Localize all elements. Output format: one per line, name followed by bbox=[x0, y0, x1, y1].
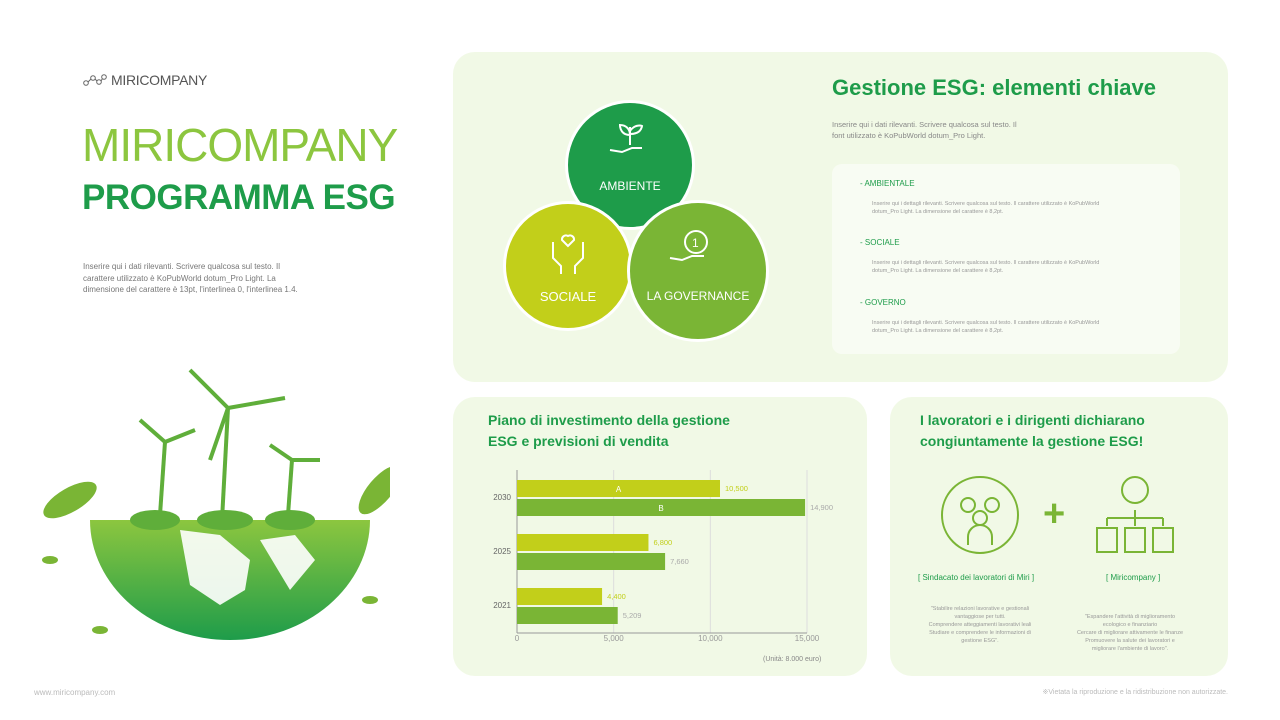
bar-B bbox=[517, 553, 666, 570]
intro-text: Inserire qui i dati rilevanti. Scrivere … bbox=[83, 262, 298, 295]
x-tick-label: 0 bbox=[515, 634, 520, 643]
item-heading: - GOVERNO bbox=[860, 298, 906, 307]
circle-label: SOCIALE bbox=[539, 289, 597, 304]
item-text: Inserire qui i dettagli rilevanti. Scriv… bbox=[872, 260, 1100, 274]
key-subtitle: Inserire qui i dati rilevanti. Scrivere … bbox=[832, 120, 1017, 140]
quote-line: Studiare e comprendere le informazioni d… bbox=[929, 629, 1031, 636]
workers-group-icon bbox=[941, 476, 1019, 554]
bar-A bbox=[517, 588, 603, 605]
title-line: ESG e previsioni di vendita bbox=[488, 433, 669, 449]
coin-hand-icon: 1 bbox=[669, 230, 708, 262]
value-label: 10,500 bbox=[725, 484, 748, 493]
company-quote: "Espandere l'attività di miglioramento ec… bbox=[1070, 614, 1190, 654]
investment-title: Piano di investimento della gestione ESG … bbox=[488, 410, 730, 452]
title-line: I lavoratori e i dirigenti dichiarano bbox=[920, 412, 1145, 428]
item-heading: - SOCIALE bbox=[860, 238, 900, 247]
plus-sign: + bbox=[1043, 493, 1066, 535]
quote-line: gestione ESG". bbox=[961, 637, 999, 644]
x-tick-label: 15,000 bbox=[795, 634, 820, 643]
unit-label: (Unità: 8.000 euro) bbox=[763, 656, 822, 663]
y-tick-label: 2030 bbox=[493, 493, 511, 502]
brand-name: MIRICOMPANY bbox=[111, 72, 207, 88]
bar-A bbox=[517, 480, 720, 497]
workers-panel bbox=[890, 397, 1228, 676]
union-quote: "Stabilire relazioni lavorative e gestio… bbox=[920, 606, 1040, 646]
y-tick-label: 2025 bbox=[493, 547, 511, 556]
hands-heart-icon bbox=[552, 234, 584, 274]
quote-line: "Stabilire relazioni lavorative e gestio… bbox=[930, 606, 1030, 612]
x-tick-label: 10,000 bbox=[698, 634, 723, 643]
value-label: 6,800 bbox=[653, 538, 672, 547]
eco-earth-illustration bbox=[42, 368, 390, 640]
title-line: Piano di investimento della gestione bbox=[488, 412, 730, 428]
circle-governance: LA GOVERNANCE bbox=[627, 200, 769, 342]
quote-line: Promuovere la salute dei lavoratori e bbox=[1085, 637, 1175, 644]
circle-label: LA GOVERNANCE bbox=[646, 289, 750, 303]
company-org-icon bbox=[1096, 476, 1174, 553]
workers-title: I lavoratori e i dirigenti dichiarano con… bbox=[920, 410, 1145, 452]
circle-sociale: SOCIALE bbox=[503, 201, 633, 331]
footer-url[interactable]: www.miricompany.com bbox=[34, 688, 116, 697]
series-label: A bbox=[616, 485, 622, 494]
value-label: 5,209 bbox=[623, 611, 642, 620]
leaf-icon bbox=[42, 465, 390, 634]
circle-label: AMBIENTE bbox=[599, 179, 661, 193]
quote-line: Cercare di migliorare attivamente le fin… bbox=[1076, 629, 1184, 636]
brand-logo: MIRICOMPANY bbox=[83, 72, 207, 88]
company-label: [ Miricompany ] bbox=[1106, 573, 1161, 582]
value-label: 7,660 bbox=[670, 557, 689, 566]
title-line1: MIRICOMPANY bbox=[82, 119, 398, 171]
key-title: Gestione ESG: elementi chiave bbox=[832, 75, 1157, 100]
bar-A bbox=[517, 534, 649, 551]
quote-line: ecologico e finanziario bbox=[1102, 621, 1158, 628]
plant-hand-icon bbox=[609, 123, 644, 154]
bar-B bbox=[517, 499, 806, 516]
item-text: Inserire qui i dettagli rilevanti. Scriv… bbox=[872, 201, 1100, 215]
title-line: congiuntamente la gestione ESG! bbox=[920, 433, 1144, 449]
logo-icon bbox=[83, 74, 107, 86]
wind-turbine-icon bbox=[138, 368, 320, 521]
quote-line: "Espandere l'attività di miglioramento bbox=[1084, 614, 1176, 620]
quote-line: Comprendere atteggiamenti lavorativi lea… bbox=[928, 621, 1032, 628]
x-tick-label: 5,000 bbox=[604, 634, 625, 643]
svg-text:1: 1 bbox=[692, 236, 699, 250]
value-label: 4,400 bbox=[607, 592, 626, 601]
value-label: 14,900 bbox=[810, 503, 833, 512]
bar-B bbox=[517, 607, 618, 624]
y-tick-label: 2021 bbox=[493, 601, 511, 610]
key-items-box: - AMBIENTALE Inserire qui i dettagli ril… bbox=[832, 164, 1180, 354]
title-line2: PROGRAMMA ESG bbox=[82, 178, 396, 217]
footer-notice: ※Vietata la riproduzione e la ridistribu… bbox=[1042, 689, 1228, 696]
series-label: B bbox=[658, 504, 663, 513]
quote-line: vantaggiose per tutti. bbox=[954, 613, 1006, 620]
item-text: Inserire qui i dettagli rilevanti. Scriv… bbox=[872, 320, 1100, 334]
quote-line: migliorare l'ambiente di lavoro". bbox=[1091, 645, 1169, 652]
item-heading: - AMBIENTALE bbox=[860, 179, 915, 188]
investment-bar-chart: 0 5,000 10,000 15,000 2030 10,500 A 14,900 B 2025… bbox=[493, 470, 833, 643]
union-label: [ Sindacato dei lavoratori di Miri ] bbox=[918, 573, 1035, 582]
